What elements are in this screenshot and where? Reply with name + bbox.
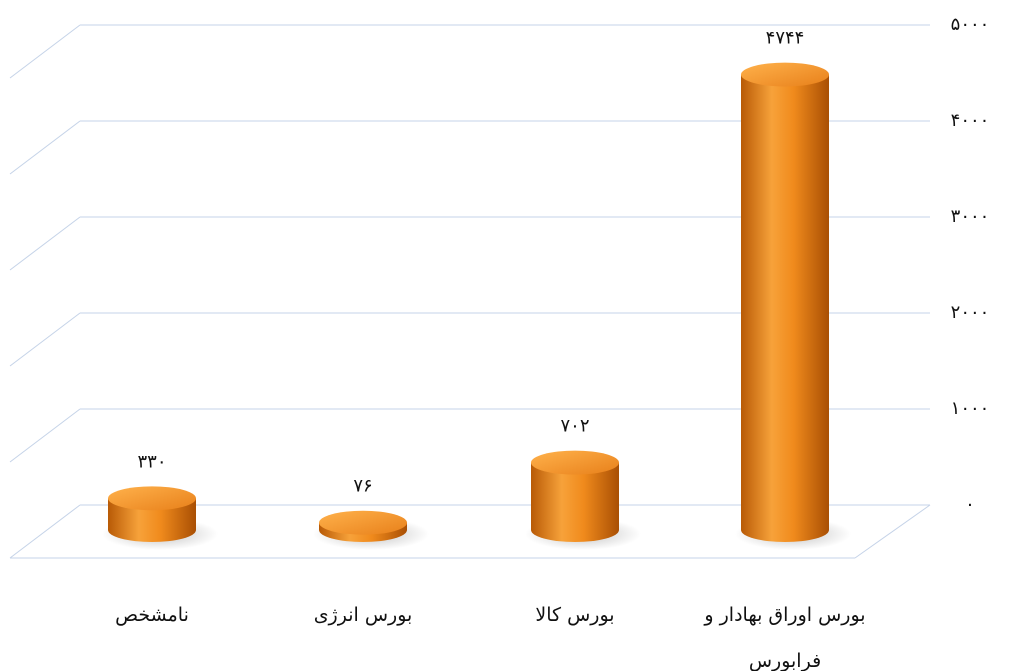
y-tick-label: ۳۰۰۰ xyxy=(951,206,990,227)
y-tick-label: ۰ xyxy=(965,494,975,515)
y-tick-label: ۲۰۰۰ xyxy=(951,302,990,323)
x-tick-label: نامشخص xyxy=(115,604,189,626)
bar-top xyxy=(741,62,829,87)
data-label: ۴۷۴۴ xyxy=(766,28,805,49)
data-label: ۷۶ xyxy=(353,476,372,497)
data-label: ۷۰۲ xyxy=(560,416,589,437)
data-label: ۳۳۰ xyxy=(137,451,166,472)
x-tick-label: بورس انرژی xyxy=(313,604,413,626)
x-tick-label: بورس کالا xyxy=(535,604,615,626)
x-tick-label: بورس اوراق بهادار و فرابورس xyxy=(704,604,866,671)
bar-top xyxy=(108,486,196,511)
grid-depth xyxy=(9,120,81,175)
grid-depth xyxy=(9,24,81,79)
grid-depth xyxy=(9,504,81,559)
bar xyxy=(741,74,829,543)
y-tick-label: ۴۰۰۰ xyxy=(951,110,990,131)
y-tick-label: ۵۰۰۰ xyxy=(951,14,990,35)
bar xyxy=(531,462,619,542)
grid-depth xyxy=(9,312,81,367)
bar-top xyxy=(531,450,619,475)
bar xyxy=(108,498,196,542)
floor-side xyxy=(854,504,931,559)
grid-depth xyxy=(9,216,81,271)
y-tick-label: ۱۰۰۰ xyxy=(951,398,990,419)
grid-depth xyxy=(9,408,81,463)
bar-top xyxy=(319,510,407,535)
